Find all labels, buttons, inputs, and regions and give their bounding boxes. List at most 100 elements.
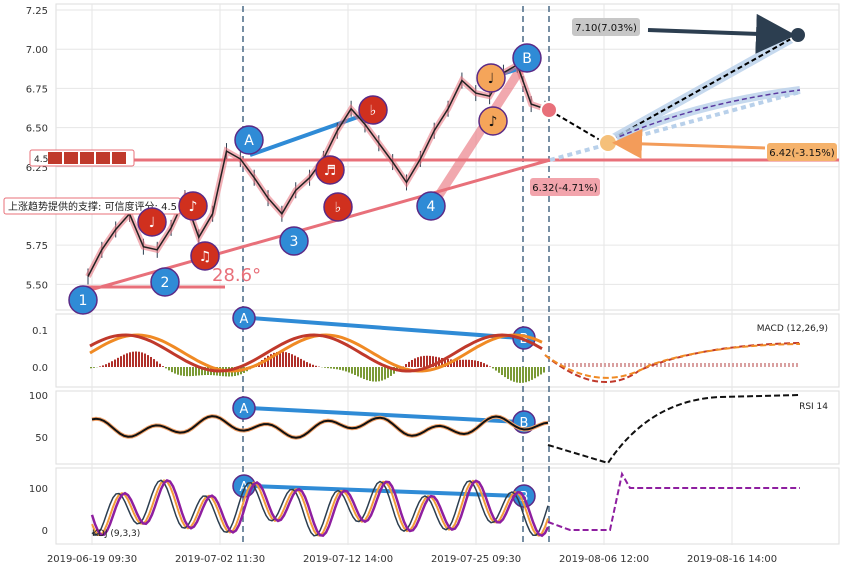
macd-bar [522, 367, 524, 383]
macd-bar [680, 363, 682, 367]
wave-circle [358, 95, 388, 125]
macd-bar [668, 363, 670, 367]
macd-bar [414, 358, 416, 367]
wave-circle [416, 191, 446, 221]
macd-bar [543, 367, 545, 373]
macd-bar [423, 355, 425, 367]
macd-bar [315, 365, 317, 367]
rating-badge [64, 152, 78, 164]
macd-bar [456, 359, 458, 367]
macd-bar [656, 363, 658, 367]
macd-bar [528, 367, 530, 382]
macd-bar [381, 367, 383, 381]
price-tick: 7.00 [26, 45, 48, 56]
macd-bar [704, 363, 706, 367]
wave-label: ♪ [189, 199, 198, 215]
macd-bar [267, 355, 269, 367]
macd-bar [384, 367, 386, 380]
macd-bar [684, 363, 686, 367]
macd-bar [768, 363, 770, 367]
macd-bar [114, 359, 116, 367]
macd-bar [468, 359, 470, 367]
macd-bar [712, 363, 714, 367]
macd-bar [435, 356, 437, 367]
macd-bar [306, 362, 308, 367]
wave-circle [323, 192, 353, 222]
price-tick: 6.50 [26, 124, 48, 135]
macd-bar [141, 352, 143, 367]
wave-label: B [522, 51, 532, 67]
macd-bar [348, 367, 350, 373]
macd-bar [177, 367, 179, 375]
macd-bar [740, 363, 742, 367]
rating-badge [80, 152, 94, 164]
macd-tick: 0.0 [32, 363, 48, 374]
x-ticks: 2019-06-19 09:30 2019-07-02 11:30 2019-07-… [47, 554, 777, 565]
macd-bar [120, 356, 122, 367]
macd-bar [345, 367, 347, 372]
price-y-ticks: 7.25 7.00 6.75 6.50 6.25 5.75 5.50 [26, 6, 48, 291]
wave-label: 3 [290, 234, 299, 250]
kdj-label: KDJ (9,3,3) [92, 529, 140, 539]
macd-bar [584, 363, 586, 367]
macd-bar [664, 363, 666, 367]
macd-bar [180, 367, 182, 376]
macd-bar [728, 363, 730, 367]
wave-label: 2 [161, 275, 170, 291]
macd-bar [144, 353, 146, 367]
kdj-projection [547, 471, 800, 531]
macd-label: MACD (12,26,9) [757, 324, 828, 334]
macd-bar [441, 357, 443, 367]
macd-bar [764, 363, 766, 367]
macd-bar [480, 361, 482, 367]
wave-label: ♫ [199, 249, 212, 265]
macd-bar [168, 367, 170, 371]
macd-bar [405, 364, 407, 367]
wave-marker: ♪ [178, 191, 208, 221]
projection [540, 13, 807, 159]
price-tick: 5.50 [26, 280, 48, 291]
macd-bar [297, 357, 299, 367]
wave-marker: A [234, 125, 264, 155]
wave-circle [234, 125, 264, 155]
macd-bar [772, 363, 774, 367]
macd-bar [387, 367, 389, 378]
macd-bar [700, 363, 702, 367]
rsi-tick: 100 [29, 391, 48, 402]
macd-bar [105, 364, 107, 367]
macd-bar [339, 367, 341, 370]
wave-circle [476, 63, 506, 93]
wave-label: ♪ [489, 114, 498, 130]
macd-bar [111, 361, 113, 367]
macd-bar [600, 363, 602, 367]
rating-badge [48, 152, 62, 164]
macd-bar [150, 356, 152, 367]
macd-bar [580, 363, 582, 367]
macd-bar [366, 367, 368, 381]
macd-bar [462, 359, 464, 367]
rsi-label: RSI 14 [799, 402, 828, 412]
macd-bar [756, 363, 758, 367]
x-tick: 2019-08-16 14:00 [687, 554, 777, 565]
macd-bar [640, 363, 642, 367]
macd-bar [126, 353, 128, 367]
divergence-line [249, 406, 521, 424]
wave-label: ♩ [488, 71, 495, 87]
macd-bar [612, 363, 614, 367]
rating-badge [96, 152, 110, 164]
macd-bar [477, 361, 479, 367]
macd-bar [189, 367, 191, 377]
macd-bar [162, 366, 164, 367]
macd-bar [429, 355, 431, 367]
macd-bar [108, 362, 110, 367]
macd-bar [486, 364, 488, 367]
macd-bar [444, 358, 446, 367]
rsi-line [91, 415, 549, 439]
macd-bar [592, 363, 594, 367]
macd-bar [135, 351, 137, 367]
macd-bar [676, 363, 678, 367]
upper-target-label: 7.10(7.03%) [575, 23, 637, 34]
macd-bar [596, 363, 598, 367]
macd-bar [372, 367, 374, 382]
macd-bar [351, 367, 353, 374]
